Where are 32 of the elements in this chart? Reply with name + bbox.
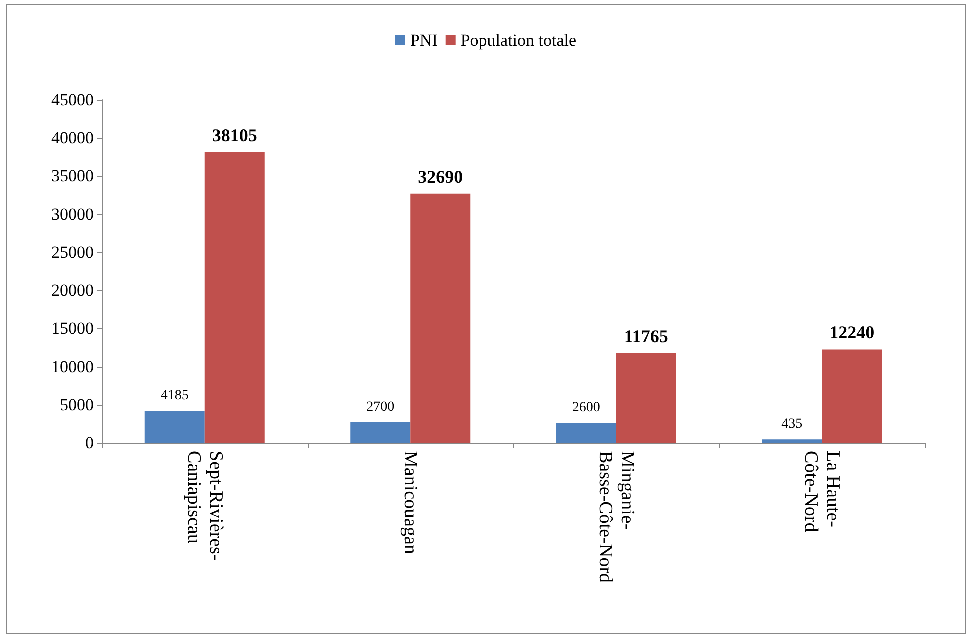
bar xyxy=(556,423,616,443)
y-tick-label: 40000 xyxy=(52,128,94,148)
y-tick-label: 30000 xyxy=(52,204,94,224)
bar xyxy=(204,152,265,443)
x-tick-label: La Haute- Côte-Nord xyxy=(800,451,844,533)
y-tick-label: 5000 xyxy=(60,395,94,414)
x-tick-label: Sept-Rivières- Caniapiscau xyxy=(183,451,226,561)
data-label: 435 xyxy=(782,417,803,432)
y-tick-label: 25000 xyxy=(52,242,94,262)
legend-label: Population totale xyxy=(460,31,577,50)
bar xyxy=(762,440,822,443)
y-tick-label: 15000 xyxy=(52,319,94,338)
y-tick-label: 10000 xyxy=(52,357,94,376)
data-label: 4185 xyxy=(160,388,189,404)
y-tick-label: 35000 xyxy=(52,166,94,186)
data-label: 2700 xyxy=(366,400,395,415)
x-tick-label: Manicouagan xyxy=(400,451,422,555)
data-label: 38105 xyxy=(212,126,258,146)
data-label: 11765 xyxy=(624,326,668,346)
bar xyxy=(616,353,676,443)
data-label: 2600 xyxy=(572,400,600,416)
bar xyxy=(144,411,205,443)
data-label: 32690 xyxy=(418,166,464,187)
bar xyxy=(822,350,882,443)
legend-label: PNI xyxy=(410,31,438,50)
data-label: 12240 xyxy=(830,322,875,343)
y-tick-label: 0 xyxy=(86,434,94,452)
y-tick-label: 20000 xyxy=(52,281,94,300)
y-tick-label: 45000 xyxy=(52,90,94,110)
bar xyxy=(410,194,471,443)
x-tick-label: Minganie- Basse-Côte-Nord xyxy=(594,451,638,584)
bar xyxy=(350,422,411,443)
